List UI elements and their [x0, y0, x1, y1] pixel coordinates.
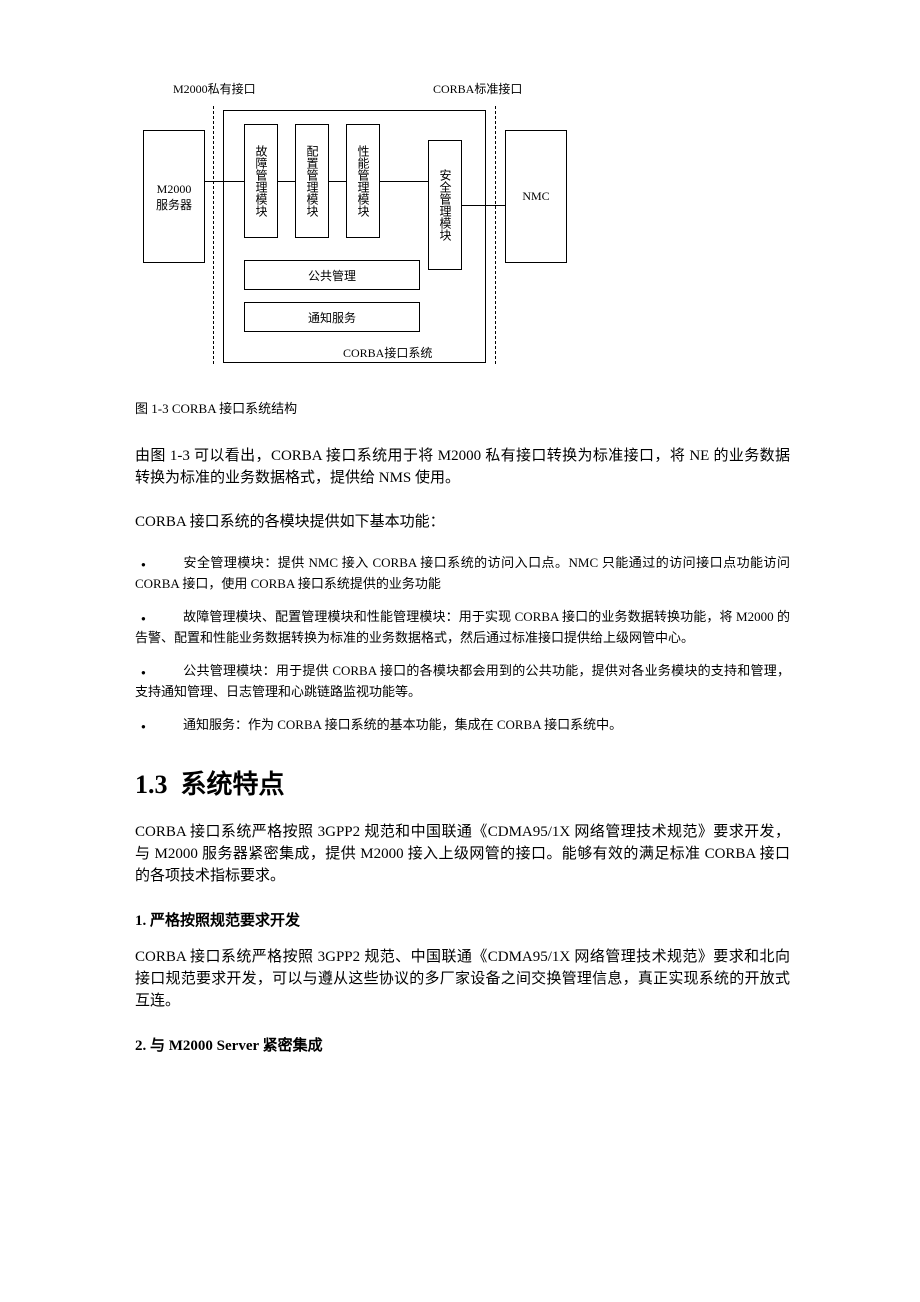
- paragraph-modules-intro: CORBA 接口系统的各模块提供如下基本功能：: [135, 511, 790, 533]
- module-config: 配置管理模块: [295, 124, 329, 238]
- bullet-dot-icon: [135, 715, 183, 736]
- diagram-container: M2000私有接口 CORBA标准接口 M2000 服务器 故障管理模块 配置管…: [135, 80, 790, 370]
- section-number: 1.3: [135, 770, 168, 799]
- box-nmc: NMC: [505, 130, 567, 263]
- bullet-dot-icon: [135, 607, 183, 628]
- subsection-title: 严格按照规范要求开发: [150, 913, 300, 929]
- bullet-dot-icon: [135, 553, 183, 574]
- module-public-mgmt: 公共管理: [244, 260, 420, 290]
- figure-caption: 图 1-3 CORBA 接口系统结构: [135, 398, 790, 417]
- label-corba-system: CORBA接口系统: [343, 344, 432, 361]
- bullet-list: 安全管理模块：提供 NMC 接入 CORBA 接口系统的访问入口点。NMC 只能…: [135, 553, 790, 736]
- subsection-title: 与 M2000 Server 紧密集成: [150, 1038, 323, 1054]
- dashed-line-right: [495, 106, 496, 364]
- bullet-item: 故障管理模块、配置管理模块和性能管理模块：用于实现 CORBA 接口的业务数据转…: [135, 607, 790, 647]
- paragraph-intro: 由图 1-3 可以看出，CORBA 接口系统用于将 M2000 私有接口转换为标…: [135, 445, 790, 489]
- bullet-item: 安全管理模块：提供 NMC 接入 CORBA 接口系统的访问入口点。NMC 只能…: [135, 553, 790, 593]
- label-m2000-private: M2000私有接口: [173, 80, 256, 97]
- conn-m2000-fault: [205, 181, 244, 182]
- dashed-line-left: [213, 106, 214, 364]
- module-notify: 通知服务: [244, 302, 420, 332]
- subsection-number: 2.: [135, 1038, 146, 1054]
- module-perf: 性能管理模块: [346, 124, 380, 238]
- subsection-paragraph-1: CORBA 接口系统严格按照 3GPP2 规范、中国联通《CDMA95/1X 网…: [135, 946, 790, 1012]
- conn-fault-config: [278, 181, 295, 182]
- bullet-text: 安全管理模块：提供 NMC 接入 CORBA 接口系统的访问入口点。NMC 只能…: [135, 555, 790, 591]
- subsection-number: 1.: [135, 913, 146, 929]
- conn-config-perf: [329, 181, 346, 182]
- bullet-text: 通知服务：作为 CORBA 接口系统的基本功能，集成在 CORBA 接口系统中。: [183, 717, 622, 732]
- section-paragraph: CORBA 接口系统严格按照 3GPP2 规范和中国联通《CDMA95/1X 网…: [135, 821, 790, 887]
- bullet-text: 公共管理模块：用于提供 CORBA 接口的各模块都会用到的公共功能，提供对各业务…: [135, 663, 790, 699]
- conn-security-nmc: [462, 205, 505, 206]
- section-title: 系统特点: [181, 770, 285, 799]
- subsection-heading-2: 2. 与 M2000 Server 紧密集成: [135, 1034, 790, 1055]
- bullet-dot-icon: [135, 661, 183, 682]
- box-m2000-server: M2000 服务器: [143, 130, 205, 263]
- label-corba-standard: CORBA标准接口: [433, 80, 522, 97]
- section-heading: 1.3 系统特点: [135, 764, 790, 801]
- bullet-item: 公共管理模块：用于提供 CORBA 接口的各模块都会用到的公共功能，提供对各业务…: [135, 661, 790, 701]
- bullet-item: 通知服务：作为 CORBA 接口系统的基本功能，集成在 CORBA 接口系统中。: [135, 715, 790, 736]
- module-security: 安全管理模块: [428, 140, 462, 270]
- corba-system-diagram: M2000私有接口 CORBA标准接口 M2000 服务器 故障管理模块 配置管…: [143, 80, 573, 370]
- module-fault: 故障管理模块: [244, 124, 278, 238]
- subsection-heading-1: 1. 严格按照规范要求开发: [135, 909, 790, 930]
- conn-perf-security: [380, 181, 428, 182]
- bullet-text: 故障管理模块、配置管理模块和性能管理模块：用于实现 CORBA 接口的业务数据转…: [135, 609, 790, 645]
